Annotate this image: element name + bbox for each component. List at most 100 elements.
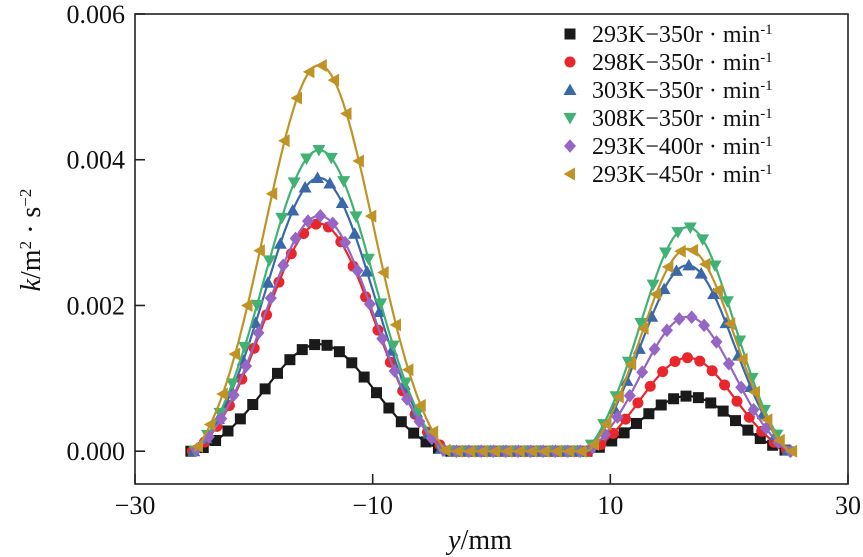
data-point bbox=[562, 444, 575, 458]
data-point bbox=[361, 253, 375, 266]
data-point bbox=[550, 444, 562, 458]
data-point bbox=[401, 363, 414, 377]
data-point bbox=[723, 317, 736, 331]
x-tick-label: −10 bbox=[352, 491, 393, 520]
data-point bbox=[298, 181, 312, 193]
data-point bbox=[659, 247, 673, 260]
data-point bbox=[310, 171, 324, 184]
data-point bbox=[632, 397, 644, 409]
data-point bbox=[252, 326, 265, 340]
data-point bbox=[463, 444, 476, 458]
data-point bbox=[376, 331, 389, 346]
data-point bbox=[655, 399, 667, 411]
data-point bbox=[227, 388, 240, 402]
data-point bbox=[386, 340, 400, 353]
data-point bbox=[383, 402, 395, 414]
data-point bbox=[748, 385, 761, 399]
data-point bbox=[222, 425, 234, 437]
data-point bbox=[247, 399, 259, 411]
data-point bbox=[191, 439, 203, 453]
data-point bbox=[754, 433, 766, 445]
data-point bbox=[717, 405, 729, 417]
data-point bbox=[564, 56, 576, 68]
data-point bbox=[645, 310, 659, 322]
data-point bbox=[760, 413, 773, 427]
legend-label: 293K−350r · min-1 bbox=[592, 22, 773, 48]
data-point bbox=[277, 258, 290, 273]
data-point bbox=[736, 352, 748, 366]
data-point bbox=[644, 380, 656, 392]
series-6 bbox=[191, 59, 798, 458]
data-point bbox=[346, 357, 358, 369]
data-point bbox=[360, 265, 374, 277]
legend-label: 293K−450r · min-1 bbox=[592, 162, 773, 188]
data-point bbox=[708, 260, 722, 273]
data-point bbox=[339, 235, 352, 250]
data-point bbox=[747, 402, 760, 417]
data-point bbox=[674, 244, 686, 258]
data-point bbox=[314, 208, 327, 223]
data-point bbox=[240, 359, 253, 373]
data-point bbox=[215, 411, 228, 426]
data-point bbox=[327, 73, 340, 87]
data-point bbox=[388, 364, 401, 378]
data-point bbox=[634, 317, 648, 330]
data-point bbox=[358, 371, 370, 383]
data-point bbox=[289, 231, 302, 246]
data-point bbox=[637, 321, 649, 335]
data-point bbox=[719, 379, 731, 391]
data-point bbox=[564, 139, 576, 153]
data-point bbox=[694, 267, 708, 279]
y-axis-title: k/m2 · s−2 bbox=[16, 189, 48, 292]
data-point bbox=[599, 417, 612, 431]
data-point bbox=[414, 398, 426, 412]
data-point bbox=[698, 257, 711, 271]
data-point bbox=[476, 444, 488, 458]
data-point bbox=[262, 255, 276, 267]
series-line bbox=[193, 222, 790, 453]
data-point bbox=[399, 377, 413, 390]
x-tick-label: −30 bbox=[115, 491, 156, 520]
data-point bbox=[773, 433, 785, 447]
data-point bbox=[630, 417, 642, 429]
data-point bbox=[210, 435, 222, 447]
data-point bbox=[668, 393, 680, 405]
data-point bbox=[705, 397, 717, 409]
data-point bbox=[722, 356, 735, 371]
x-tick-label: 30 bbox=[835, 491, 861, 520]
data-point bbox=[587, 437, 600, 451]
data-point bbox=[710, 335, 723, 349]
data-point bbox=[312, 144, 326, 157]
data-point bbox=[371, 387, 383, 399]
data-point bbox=[711, 283, 723, 297]
data-point bbox=[606, 435, 618, 447]
data-point bbox=[340, 107, 352, 121]
data-point bbox=[646, 279, 660, 292]
data-point bbox=[287, 177, 301, 189]
data-point bbox=[301, 214, 314, 228]
data-point bbox=[240, 299, 253, 313]
data-point bbox=[411, 407, 425, 419]
data-point bbox=[253, 244, 265, 258]
data-point bbox=[649, 287, 661, 301]
data-point bbox=[413, 414, 426, 429]
data-point bbox=[742, 424, 754, 436]
data-point bbox=[488, 444, 501, 458]
data-point bbox=[203, 417, 216, 431]
data-point bbox=[661, 260, 674, 274]
data-point bbox=[439, 443, 451, 457]
data-point bbox=[324, 152, 338, 165]
x-tick-label: 10 bbox=[597, 491, 623, 520]
data-point bbox=[300, 153, 314, 166]
data-point bbox=[420, 436, 432, 448]
y-axis-ticks: 0.000 0.002 0.004 0.006 bbox=[67, 0, 145, 466]
data-point bbox=[296, 344, 308, 356]
data-point bbox=[228, 347, 241, 361]
legend-label: 293K−400r · min-1 bbox=[592, 134, 773, 160]
data-point bbox=[707, 287, 721, 300]
series-line bbox=[193, 148, 790, 453]
data-point bbox=[669, 356, 681, 368]
data-point bbox=[284, 354, 296, 366]
